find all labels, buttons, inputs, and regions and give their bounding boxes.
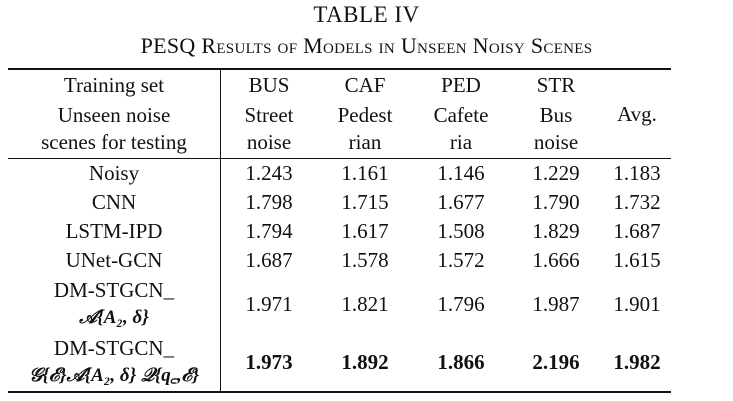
avg-cell: 1.183: [613, 161, 661, 185]
avg-cell: 1.901: [613, 291, 661, 316]
value-cell: 1.617: [341, 219, 389, 243]
value-cell: 1.973: [220, 333, 317, 393]
training-set-caf: CAF: [317, 68, 413, 100]
value-cell: 1.572: [437, 248, 485, 272]
header-row-testing: Unseen noise scenes for testing Street no…: [8, 100, 671, 159]
avg-header: Avg.: [603, 68, 671, 159]
model-subscript: 𝒜{A₂, δ}: [79, 307, 149, 328]
value-cell: 1.796: [437, 291, 485, 316]
value-cell: 1.146: [437, 161, 485, 185]
table-caption: PESQ Results of Models in Unseen Noisy S…: [140, 33, 593, 58]
value-cell: 1.866: [413, 333, 509, 393]
value-cell: 1.578: [341, 248, 389, 272]
value-cell: 1.790: [532, 190, 580, 214]
value-cell: 1.971: [245, 291, 293, 316]
value-cell: 1.243: [245, 161, 293, 185]
value-cell: 1.892: [317, 333, 413, 393]
model-subscript: 𝒢{ℰ}𝒜{A₂, δ} 𝒬{q꜀,ℰ}: [28, 365, 200, 386]
training-set-bus: BUS: [220, 68, 317, 100]
pesq-results-table: Training set BUS CAF PED STR Avg. Unseen…: [8, 68, 671, 393]
model-name: Noisy: [8, 158, 221, 188]
model-name: UNet-GCN: [8, 246, 221, 275]
avg-cell: 1.732: [613, 190, 661, 214]
testing-scene-bus: Bus noise: [509, 100, 603, 159]
value-cell: 1.229: [532, 161, 580, 185]
testing-scene-cafeteria: Cafete ria: [413, 100, 509, 159]
value-cell: 1.798: [245, 190, 293, 214]
table-row: DM-STGCN_ 𝒜{A₂, δ} 1.971 1.821 1.796 1.9…: [8, 275, 671, 333]
model-name: CNN: [8, 188, 221, 217]
testing-scene-street: Street noise: [220, 100, 317, 159]
value-cell: 1.829: [532, 219, 580, 243]
training-set-label: Training set: [8, 68, 221, 100]
value-cell: 1.987: [532, 291, 580, 316]
header-row-training: Training set BUS CAF PED STR Avg.: [8, 68, 671, 159]
value-cell: 1.715: [341, 190, 389, 214]
table-row: DM-STGCN_ 𝒢{ℰ}𝒜{A₂, δ} 𝒬{q꜀,ℰ} 1.973 1.8…: [8, 333, 671, 393]
table-row: UNet-GCN 1.687 1.578 1.572 1.666 1.615: [8, 246, 671, 275]
value-cell: 1.161: [341, 161, 389, 185]
table-number: TABLE IV: [313, 2, 420, 27]
value-cell: 1.794: [245, 219, 293, 243]
avg-cell: 1.615: [613, 248, 661, 272]
model-name: DM-STGCN_ 𝒜{A₂, δ}: [8, 275, 221, 333]
value-cell: 1.821: [341, 291, 389, 316]
value-cell: 2.196: [509, 333, 603, 393]
avg-cell: 1.982: [603, 333, 671, 393]
value-cell: 1.687: [245, 248, 293, 272]
value-cell: 1.677: [437, 190, 485, 214]
avg-cell: 1.687: [613, 219, 661, 243]
table-row: CNN 1.798 1.715 1.677 1.790 1.732: [8, 188, 671, 217]
model-name: LSTM-IPD: [8, 217, 221, 246]
testing-scenes-label: Unseen noise scenes for testing: [8, 100, 221, 159]
table-row: LSTM-IPD 1.794 1.617 1.508 1.829 1.687: [8, 217, 671, 246]
table-row: Noisy 1.243 1.161 1.146 1.229 1.183: [8, 158, 671, 188]
value-cell: 1.666: [532, 248, 580, 272]
testing-scene-pedestrian: Pedest rian: [317, 100, 413, 159]
training-set-ped: PED: [413, 68, 509, 100]
model-name: DM-STGCN_ 𝒢{ℰ}𝒜{A₂, δ} 𝒬{q꜀,ℰ}: [8, 333, 221, 393]
value-cell: 1.508: [437, 219, 485, 243]
training-set-str: STR: [509, 68, 603, 100]
